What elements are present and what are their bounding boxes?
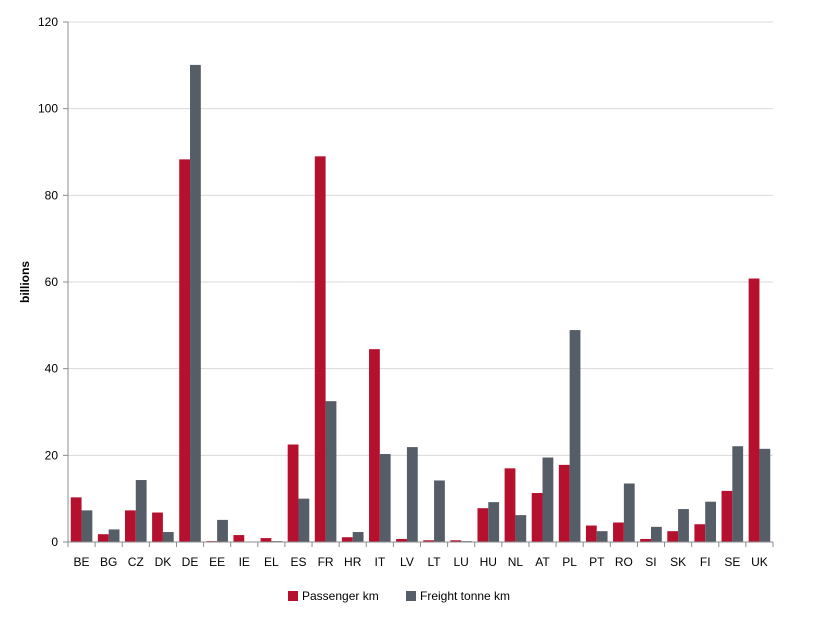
gridlines — [68, 22, 773, 455]
legend-swatch-freight-tonne-km — [406, 591, 416, 601]
bar-passenger-km-se — [722, 491, 733, 542]
x-tick-label: DK — [155, 555, 172, 569]
bar-freight-tonne-km-lv — [407, 447, 418, 542]
bar-passenger-km-it — [369, 349, 380, 542]
bar-freight-tonne-km-de — [190, 65, 201, 542]
y-tick-label: 0 — [51, 535, 58, 549]
legend: Passenger km Freight tonne km — [288, 589, 510, 603]
x-tick-label: BE — [74, 555, 90, 569]
y-tick-label: 100 — [38, 102, 58, 116]
x-tick-labels: BE BG CZ DK DE EE IE EL ES FR HR IT LV LT LU HU NL AT PL PT… — [74, 555, 768, 569]
bar-freight-tonne-km-ro — [624, 484, 635, 543]
x-tick-label: ES — [290, 555, 306, 569]
bar-freight-tonne-km-hu — [488, 502, 499, 542]
x-tick-label: HR — [344, 555, 362, 569]
x-tick-label: RO — [615, 555, 633, 569]
legend-swatch-passenger-km — [288, 591, 298, 601]
bar-passenger-km-cz — [125, 510, 136, 542]
y-tick-label: 120 — [38, 15, 58, 29]
bar-passenger-km-be — [71, 497, 82, 542]
x-tick-label: PL — [562, 555, 577, 569]
bar-passenger-km-uk — [749, 279, 760, 542]
bar-passenger-km-bg — [98, 534, 109, 542]
bar-passenger-km-es — [288, 445, 299, 543]
x-tick-label: CZ — [128, 555, 144, 569]
bar-passenger-km-de — [179, 159, 190, 542]
y-tick-label: 20 — [45, 448, 59, 462]
bar-passenger-km-nl — [505, 468, 516, 542]
bars — [71, 65, 770, 542]
bar-freight-tonne-km-uk — [759, 449, 770, 542]
y-axis-label: billions — [18, 261, 32, 303]
x-tick-label: EL — [264, 555, 279, 569]
bar-passenger-km-el — [261, 538, 272, 542]
x-tick-label: EE — [209, 555, 225, 569]
bar-freight-tonne-km-at — [543, 458, 554, 543]
bar-passenger-km-hu — [477, 508, 488, 542]
bar-freight-tonne-km-es — [298, 499, 309, 542]
bar-passenger-km-ie — [233, 535, 244, 542]
x-tick-label: SK — [670, 555, 686, 569]
y-tick-labels: 0 20 40 60 80 100 120 — [38, 15, 58, 549]
bar-freight-tonne-km-nl — [515, 515, 526, 542]
bar-passenger-km-at — [532, 493, 543, 542]
bar-freight-tonne-km-it — [380, 454, 391, 542]
bar-freight-tonne-km-pt — [597, 531, 608, 542]
legend-label-passenger-km: Passenger km — [302, 589, 379, 603]
bar-freight-tonne-km-be — [82, 510, 93, 542]
x-tick-label: LU — [453, 555, 468, 569]
bar-freight-tonne-km-ee — [217, 520, 228, 542]
x-tick-label: BG — [100, 555, 117, 569]
bar-freight-tonne-km-bg — [109, 529, 120, 542]
x-tick-label: SI — [645, 555, 656, 569]
x-tick-label: HU — [480, 555, 497, 569]
y-tick-label: 60 — [45, 275, 59, 289]
x-tick-label: SE — [724, 555, 740, 569]
bar-passenger-km-hr — [342, 537, 353, 542]
x-tick-label: PT — [589, 555, 605, 569]
x-tick-label: LV — [400, 555, 414, 569]
bar-freight-tonne-km-si — [651, 527, 662, 542]
bar-freight-tonne-km-sk — [678, 509, 689, 542]
bar-freight-tonne-km-dk — [163, 532, 174, 542]
bar-passenger-km-pl — [559, 465, 570, 542]
x-tick-label: IT — [374, 555, 385, 569]
bar-passenger-km-sk — [667, 531, 678, 542]
bar-freight-tonne-km-lt — [434, 480, 445, 542]
y-tick-label: 40 — [45, 362, 59, 376]
bar-freight-tonne-km-hr — [353, 532, 364, 542]
x-tick-label: FI — [700, 555, 711, 569]
x-tick-label: FR — [318, 555, 334, 569]
bar-passenger-km-ro — [613, 523, 624, 543]
bar-passenger-km-pt — [586, 526, 597, 542]
bar-passenger-km-dk — [152, 513, 163, 542]
legend-label-freight-tonne-km: Freight tonne km — [420, 589, 510, 603]
bar-freight-tonne-km-fr — [326, 401, 337, 542]
bar-freight-tonne-km-pl — [570, 330, 581, 542]
x-tick-label: AT — [535, 555, 550, 569]
bar-freight-tonne-km-fi — [705, 502, 716, 542]
bar-freight-tonne-km-cz — [136, 480, 147, 542]
x-tick-label: NL — [508, 555, 524, 569]
y-tick-label: 80 — [45, 188, 59, 202]
bar-passenger-km-fi — [694, 524, 705, 542]
x-tick-label: DE — [182, 555, 199, 569]
x-tick-label: UK — [751, 555, 768, 569]
x-tick-label: LT — [427, 555, 441, 569]
bar-freight-tonne-km-se — [732, 446, 743, 542]
bar-passenger-km-fr — [315, 156, 326, 542]
axes — [63, 22, 773, 547]
x-tick-label: IE — [239, 555, 250, 569]
